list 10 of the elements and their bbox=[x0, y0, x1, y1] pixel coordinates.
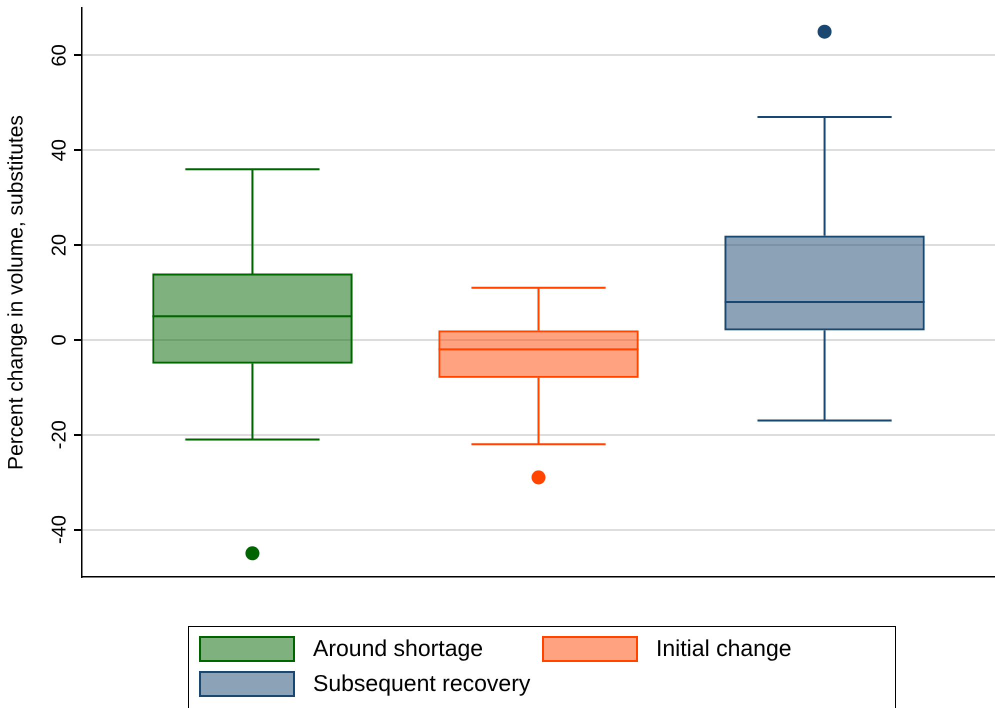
y-tick-label: -20 bbox=[48, 420, 71, 450]
legend-label: Around shortage bbox=[313, 635, 484, 662]
legend-label: Subsequent recovery bbox=[313, 670, 530, 697]
y-tick-label: 60 bbox=[48, 44, 71, 67]
y-tick-label: 40 bbox=[48, 139, 71, 162]
y-tick-label: 20 bbox=[48, 234, 71, 256]
legend-label: Initial change bbox=[656, 635, 792, 662]
y-tick-label: 0 bbox=[48, 334, 71, 346]
y-tick-label: -40 bbox=[48, 515, 71, 544]
y-axis-title: Percent change in volume, substitutes bbox=[4, 115, 28, 470]
